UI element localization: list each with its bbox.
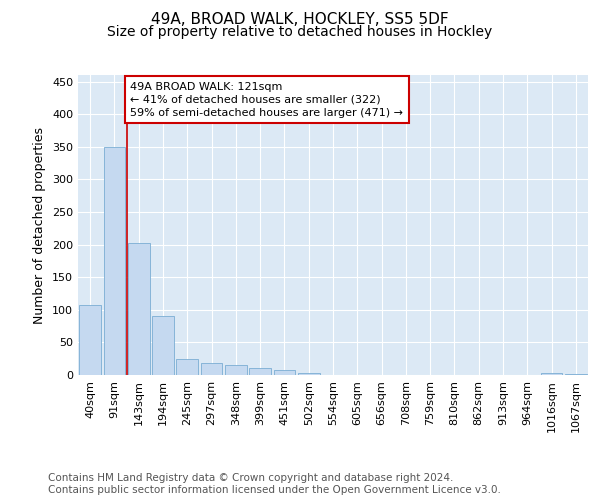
Bar	[79, 304, 101, 375]
Bar	[274, 370, 295, 375]
Bar	[565, 374, 587, 375]
Bar	[200, 364, 223, 375]
Bar	[249, 368, 271, 375]
Text: Contains HM Land Registry data © Crown copyright and database right 2024.
Contai: Contains HM Land Registry data © Crown c…	[48, 474, 501, 495]
Bar	[176, 358, 198, 375]
Bar	[152, 316, 174, 375]
Text: 49A, BROAD WALK, HOCKLEY, SS5 5DF: 49A, BROAD WALK, HOCKLEY, SS5 5DF	[151, 12, 449, 28]
Text: 49A BROAD WALK: 121sqm
← 41% of detached houses are smaller (322)
59% of semi-de: 49A BROAD WALK: 121sqm ← 41% of detached…	[130, 82, 403, 118]
Bar	[541, 373, 562, 375]
Y-axis label: Number of detached properties: Number of detached properties	[34, 126, 46, 324]
Bar	[104, 146, 125, 375]
Bar	[298, 373, 320, 375]
Bar	[225, 365, 247, 375]
Bar	[128, 242, 149, 375]
Text: Size of property relative to detached houses in Hockley: Size of property relative to detached ho…	[107, 25, 493, 39]
